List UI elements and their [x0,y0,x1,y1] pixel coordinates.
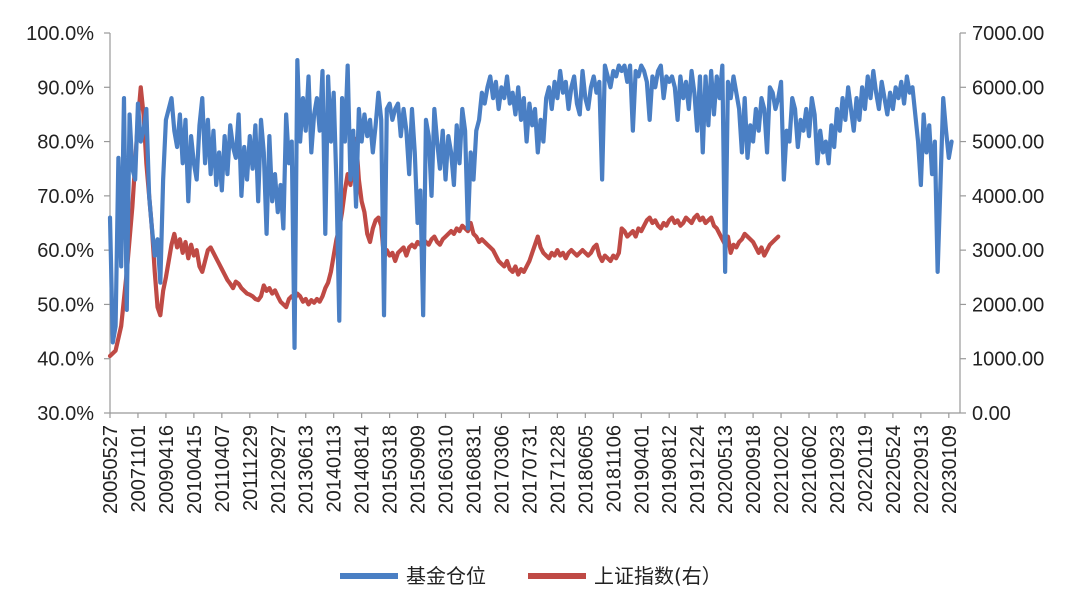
x-tick-label: 20181106 [603,425,625,513]
series-line-shanghai-index [107,85,781,359]
right-tick-label: 1000.00 [972,349,1044,371]
x-tick-label: 20200513 [715,425,737,514]
x-tick-label: 20170306 [491,425,513,514]
x-tick-label: 20110407 [212,425,234,513]
series-layer [107,58,954,359]
x-tick-label: 20220119 [855,425,877,513]
x-tick-label: 20150318 [380,425,402,514]
x-tick-label: 20100415 [184,425,206,514]
x-tick-label: 20200918 [743,425,765,514]
x-tick-label: 20160310 [436,425,458,514]
left-tick-label: 40.0% [37,349,94,371]
right-tick-label: 7000.00 [972,23,1044,45]
x-tick-label: 20220913 [911,425,933,514]
x-tick-label: 20220524 [883,425,905,514]
right-tick-label: 3000.00 [972,240,1044,262]
left-tick-label: 70.0% [37,186,94,208]
left-tick-label: 30.0% [37,403,94,425]
x-tick-label: 20130613 [296,425,318,514]
x-tick-label: 20190401 [631,425,653,514]
right-tick-label: 6000.00 [972,77,1044,99]
series-line-fund-position [107,58,954,350]
right-tick-label: 0.00 [972,403,1011,425]
left-tick-label: 60.0% [37,240,94,262]
x-tick-label: 20171228 [547,425,569,514]
x-tick-label: 20120927 [268,425,290,514]
right-tick-label: 2000.00 [972,294,1044,316]
x-tick-label: 20140113 [324,425,346,513]
x-tick-label: 20160831 [463,425,485,514]
legend-label-shanghai-index: 上证指数(右） [594,564,722,588]
tick-labels: 30.0% 40.0% 50.0% 60.0% 70.0% 80.0% 90.0% 100.0… [26,23,1044,514]
x-tick-label: 20230109 [939,425,961,514]
legend-label-fund-position: 基金仓位 [406,564,486,588]
left-tick-label: 90.0% [37,77,94,99]
left-tick-label: 80.0% [37,132,94,154]
right-tick-label: 4000.00 [972,186,1044,208]
x-tick-label: 20150909 [408,425,430,514]
x-tick-label: 20210923 [827,425,849,514]
right-tick-label: 5000.00 [972,132,1044,154]
x-tick-label: 20050527 [100,425,122,514]
x-tick-label: 20210202 [771,425,793,514]
x-tick-label: 20190812 [659,425,681,514]
axes [104,32,966,418]
left-tick-label: 50.0% [37,294,94,316]
x-tick-label: 20090416 [156,425,178,514]
left-tick-label: 100.0% [26,23,94,45]
x-tick-label: 20111229 [240,425,262,511]
legend: 基金仓位 上证指数(右） [340,564,722,588]
x-tick-label: 20180605 [575,425,597,514]
x-tick-label: 20140814 [352,425,374,514]
x-tick-label: 20191224 [687,425,709,514]
x-tick-label: 20210602 [799,425,821,514]
x-tick-label: 20071101 [128,425,150,513]
x-tick-label: 20170731 [519,425,541,514]
